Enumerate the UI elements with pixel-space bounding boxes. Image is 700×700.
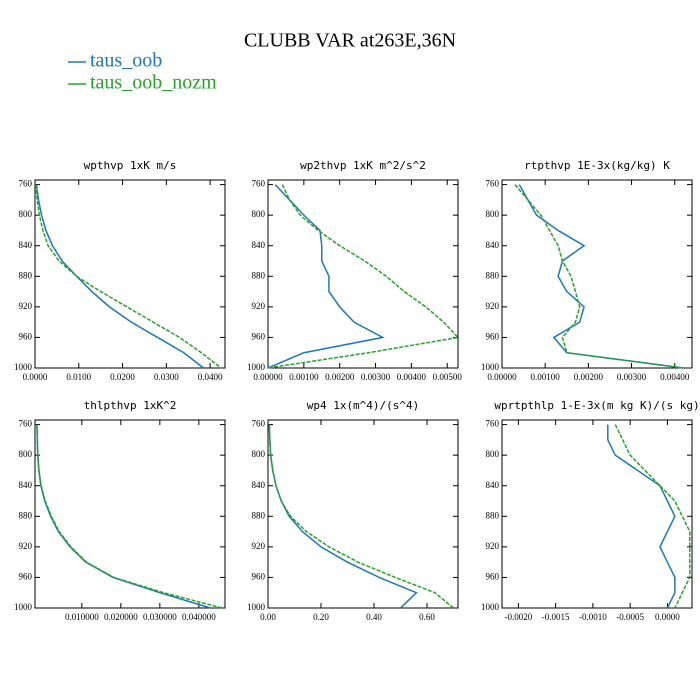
x-tick-label: 0.0100 (66, 372, 91, 382)
x-tick-label: 0.00000 (487, 372, 517, 382)
x-tick-label: 0.030000 (143, 612, 177, 622)
profile-line (268, 424, 454, 609)
y-tick-label: 960 (486, 571, 500, 581)
x-tick-label: 0.00400 (660, 372, 690, 382)
y-tick-label: 960 (19, 571, 33, 581)
y-tick-label: 800 (19, 449, 33, 459)
y-tick-label: 880 (19, 510, 33, 520)
y-tick-label: 840 (252, 240, 266, 250)
x-tick-label: 0.0000 (655, 612, 680, 622)
y-tick-label: 1000 (481, 362, 500, 372)
plot-title: wpthvp 1xK m/s (84, 159, 177, 172)
x-tick-label: 0.00 (260, 612, 276, 622)
y-tick-label: 880 (252, 510, 266, 520)
y-tick-label: 960 (19, 331, 33, 341)
y-tick-label: 840 (19, 480, 33, 490)
y-tick-label: 760 (19, 419, 33, 429)
plot-frame (501, 179, 693, 369)
legend-label: taus_oob (90, 50, 162, 72)
x-tick-label: -0.0020 (505, 612, 533, 622)
x-tick-label: 0.040000 (182, 612, 216, 622)
y-tick-label: 760 (486, 179, 500, 189)
x-tick-label: 0.020000 (104, 612, 138, 622)
y-tick-label: 880 (486, 270, 500, 280)
legend-label: taus_oob_nozm (90, 72, 217, 94)
y-tick-label: 840 (19, 240, 33, 250)
y-tick-label: 920 (252, 301, 266, 311)
profile-line (514, 184, 684, 369)
y-tick-label: 920 (19, 541, 33, 551)
figure-title: CLUBB VAR at263E,36N (244, 30, 456, 52)
plot-frame (267, 179, 459, 369)
y-tick-label: 800 (252, 449, 266, 459)
y-tick-label: 920 (252, 541, 266, 551)
y-tick-label: 960 (486, 331, 500, 341)
y-tick-label: 1000 (481, 602, 500, 612)
y-tick-label: 960 (252, 571, 266, 581)
plot-frame (267, 419, 459, 609)
y-tick-label: 840 (486, 240, 500, 250)
y-tick-label: 960 (252, 331, 266, 341)
y-tick-label: 1000 (14, 602, 33, 612)
profile-line (36, 424, 223, 609)
profile-line (607, 424, 676, 609)
y-tick-label: 800 (486, 209, 500, 219)
y-tick-label: 1000 (247, 362, 266, 372)
x-tick-label: -0.0005 (616, 612, 644, 622)
y-tick-label: 880 (252, 270, 266, 280)
x-tick-label: 0.0400 (198, 372, 223, 382)
x-tick-label: 0.00000 (253, 372, 283, 382)
x-tick-label: 0.00200 (325, 372, 355, 382)
y-tick-label: 760 (19, 179, 33, 189)
x-tick-label: 0.00100 (289, 372, 319, 382)
plot-frame (501, 419, 693, 609)
plot-title: wp2thvp 1xK m^2/s^2 (300, 159, 426, 172)
x-tick-label: 0.00500 (433, 372, 463, 382)
y-tick-label: 760 (252, 179, 266, 189)
y-tick-label: 920 (486, 541, 500, 551)
y-tick-label: 800 (19, 209, 33, 219)
x-tick-label: -0.0010 (579, 612, 607, 622)
x-tick-label: 0.00100 (531, 372, 561, 382)
x-tick-label: 0.20 (313, 612, 329, 622)
profile-line (267, 184, 460, 369)
plot-title: thlpthvp 1xK^2 (84, 399, 177, 412)
y-tick-label: 760 (486, 419, 500, 429)
plot-title: rtpthvp 1E-3x(kg/kg) K (524, 159, 670, 172)
y-tick-label: 1000 (14, 362, 33, 372)
y-tick-label: 800 (486, 449, 500, 459)
y-tick-label: 800 (252, 209, 266, 219)
plot-title: wp4 1x(m^4)/(s^4) (307, 399, 420, 412)
y-tick-label: 840 (252, 480, 266, 490)
x-tick-label: 0.0300 (154, 372, 179, 382)
x-tick-label: 0.0200 (110, 372, 135, 382)
x-tick-label: 0.60 (419, 612, 435, 622)
y-tick-label: 920 (486, 301, 500, 311)
y-tick-label: 880 (486, 510, 500, 520)
x-tick-label: 0.00200 (574, 372, 604, 382)
profile-line (614, 424, 691, 609)
y-tick-label: 1000 (247, 602, 266, 612)
y-tick-label: 880 (19, 270, 33, 280)
x-tick-label: 0.00300 (617, 372, 647, 382)
y-tick-label: 840 (486, 480, 500, 490)
profile-line (35, 184, 222, 369)
plot-frame (34, 419, 226, 609)
y-tick-label: 920 (19, 301, 33, 311)
plot-frame (34, 179, 226, 369)
plot-title: wprtpthlp 1-E-3x(m kg K)/(s kg) (494, 399, 699, 412)
y-tick-label: 760 (252, 419, 266, 429)
profile-line (518, 184, 684, 369)
x-tick-label: 0.40 (366, 612, 382, 622)
x-tick-label: 0.0000 (23, 372, 48, 382)
x-tick-label: 0.010000 (65, 612, 99, 622)
profile-line (267, 184, 385, 369)
x-tick-label: 0.00400 (397, 372, 427, 382)
x-tick-label: -0.0015 (542, 612, 570, 622)
x-tick-label: 0.00300 (361, 372, 391, 382)
